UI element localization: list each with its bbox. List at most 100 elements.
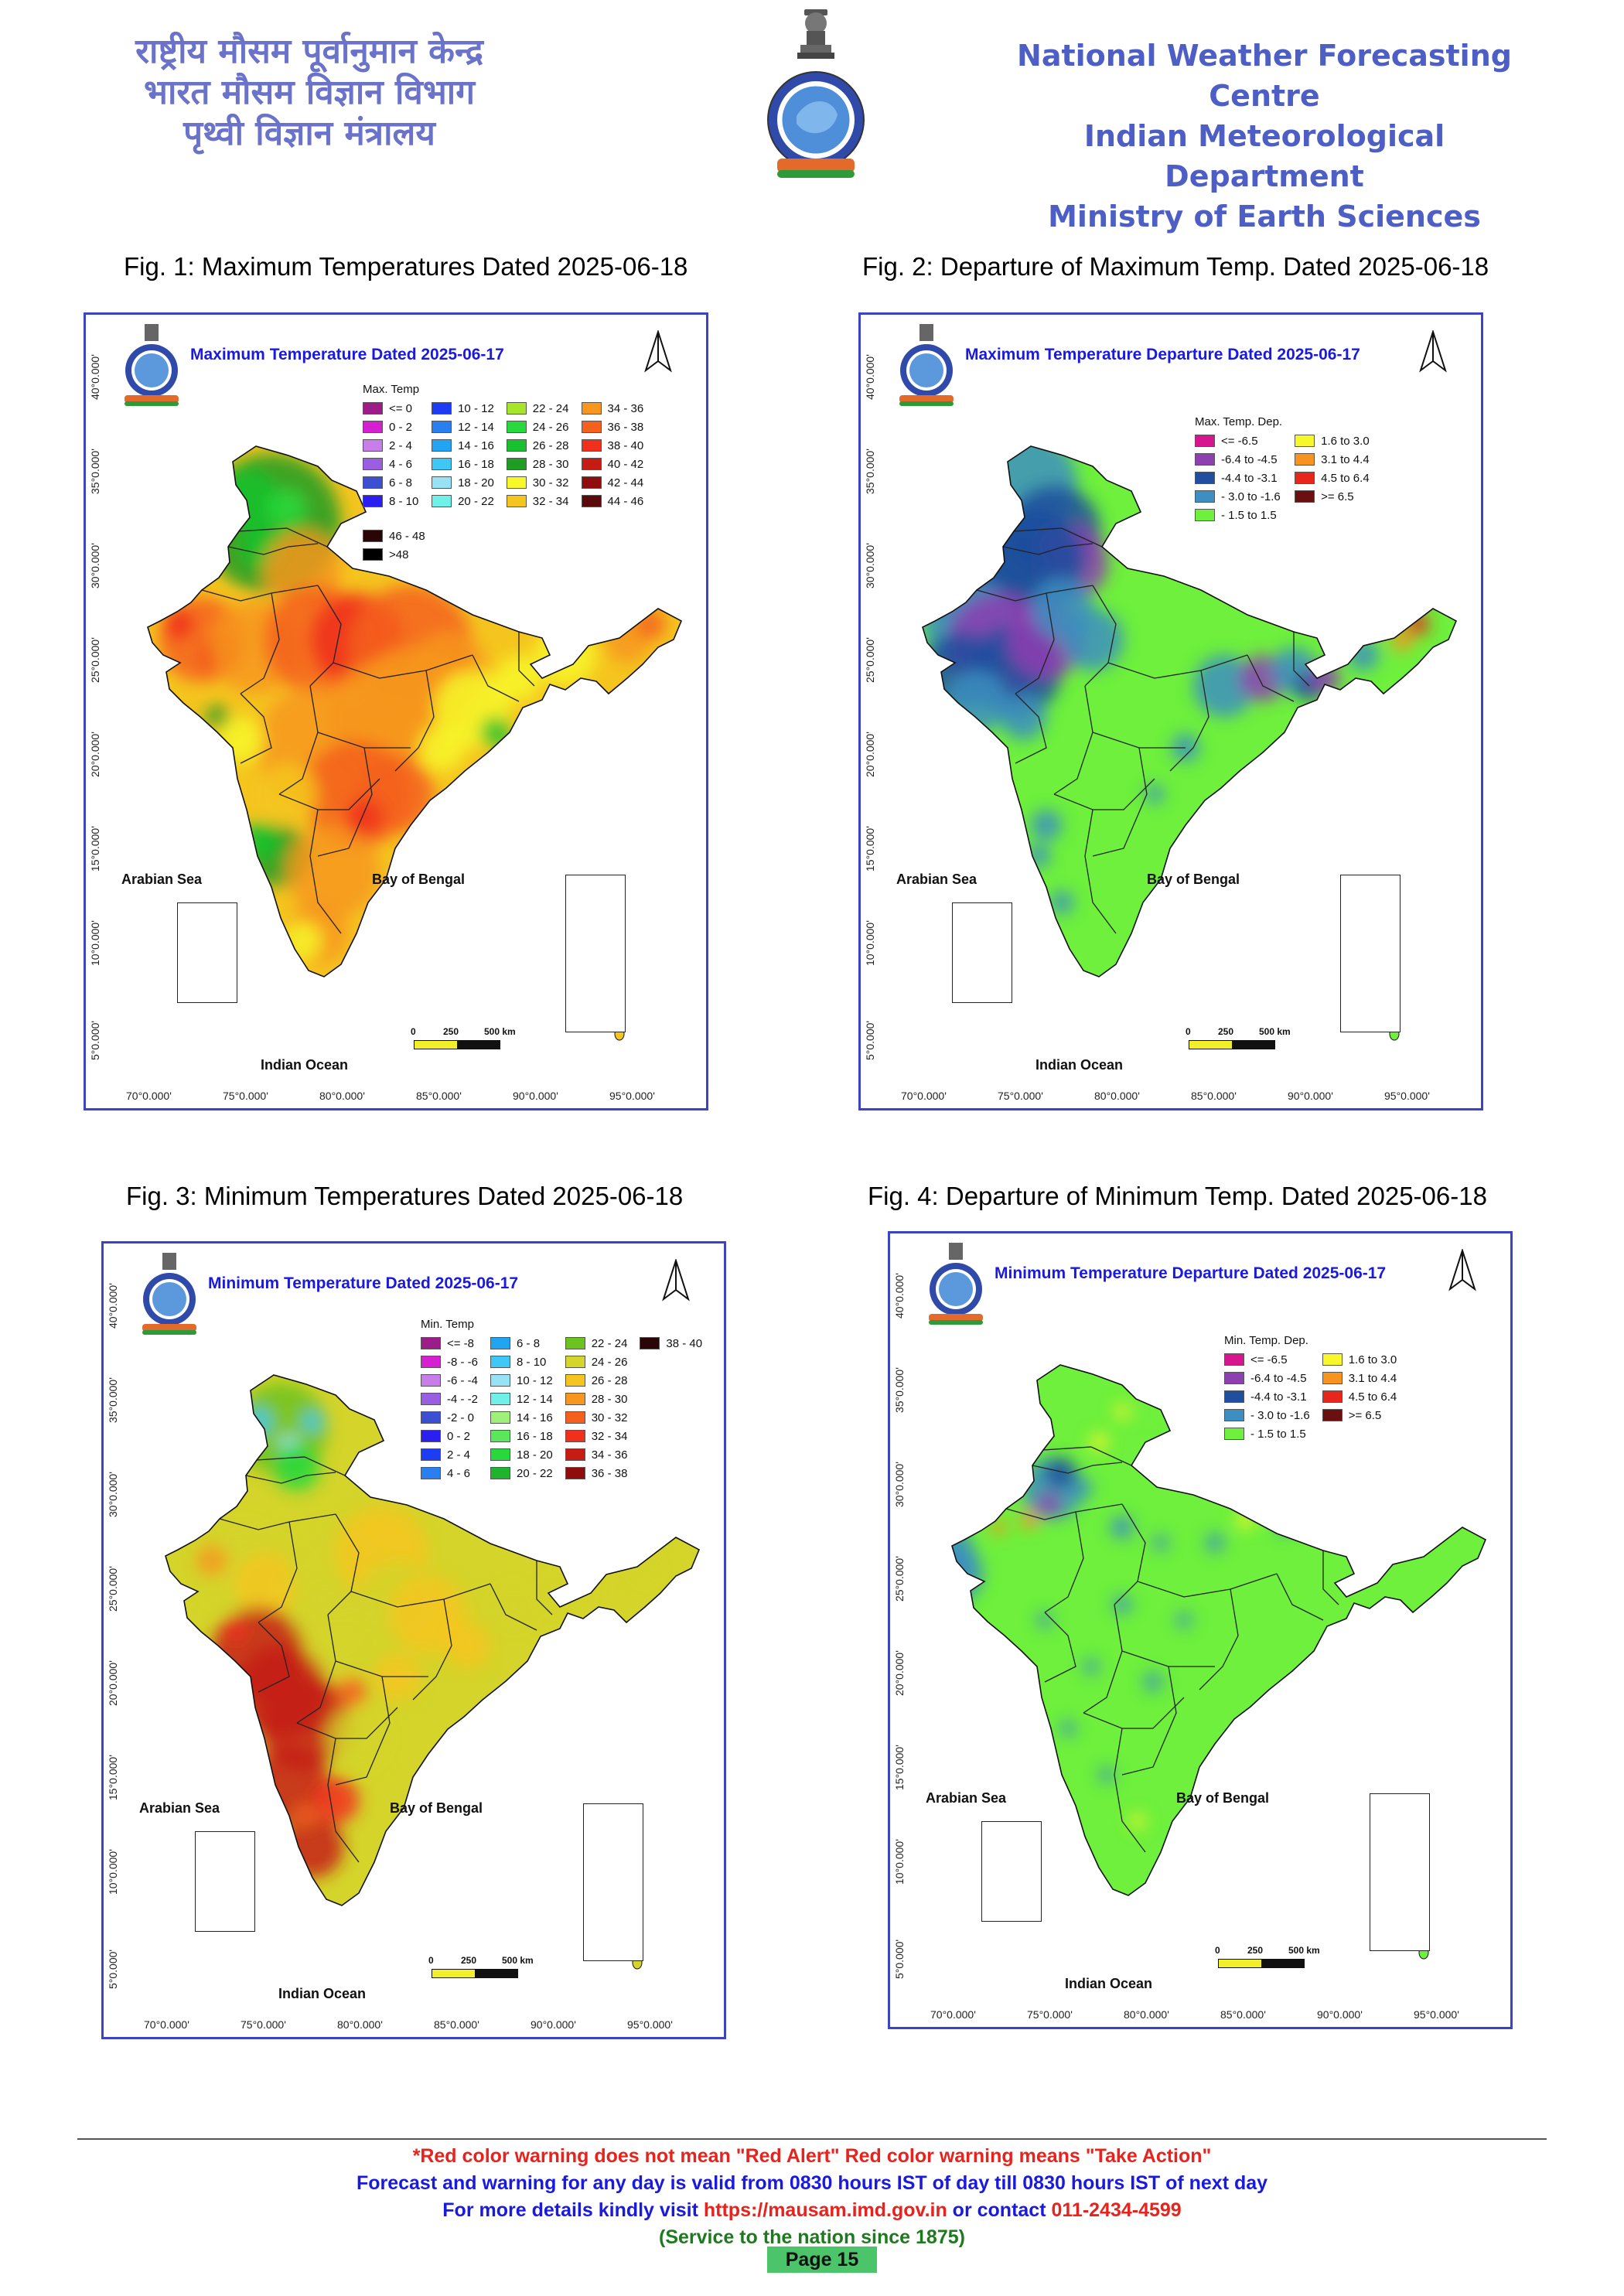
contour-blob bbox=[1111, 1516, 1134, 1539]
legend-swatch bbox=[421, 1448, 441, 1461]
contour-blob bbox=[1074, 1479, 1093, 1498]
map-svg bbox=[147, 445, 683, 1041]
state-boundary bbox=[219, 1513, 336, 1530]
legend-swatch bbox=[363, 421, 383, 433]
map-title: Minimum Temperature Departure Dated 2025… bbox=[995, 1264, 1387, 1282]
state-boundary bbox=[317, 747, 373, 857]
legend-item: - 1.5 to 1.5 bbox=[1195, 506, 1282, 524]
legend-item: 1.6 to 3.0 bbox=[1295, 432, 1370, 450]
legend-item: 14 - 16 bbox=[432, 436, 494, 455]
footer-website-link[interactable]: https://mausam.imd.gov.in bbox=[703, 2199, 947, 2221]
contour-blob bbox=[312, 1777, 359, 1823]
legend-item: 16 - 18 bbox=[490, 1427, 553, 1445]
legend-label: 34 - 36 bbox=[591, 1448, 628, 1462]
contour-blob bbox=[1031, 810, 1062, 841]
legend-label: 12 - 14 bbox=[517, 1392, 553, 1406]
imd-emblem-logo bbox=[762, 0, 870, 186]
state-boundary bbox=[1199, 1588, 1239, 1690]
legend-label: 4 - 6 bbox=[447, 1466, 471, 1480]
legend-item: 28 - 30 bbox=[565, 1390, 627, 1408]
bay-of-bengal-label: Bay of Bengal bbox=[1176, 1790, 1270, 1806]
legend-item: 6 - 8 bbox=[363, 473, 419, 492]
contour-blob bbox=[1153, 1535, 1169, 1551]
legend-item: 4 - 6 bbox=[363, 455, 419, 473]
legend-column: 34 - 36 36 - 38 38 - 40 40 - 42 42 - 44 44 - … bbox=[581, 383, 643, 510]
indian-ocean-label: Indian Ocean bbox=[261, 1057, 349, 1073]
legend-column: 10 - 12 12 - 14 14 - 16 16 - 18 18 - 20 20 - … bbox=[432, 383, 494, 510]
india-outline bbox=[165, 1374, 701, 1906]
state-boundary bbox=[240, 693, 272, 764]
scale-label: 500 km bbox=[1288, 1945, 1320, 1956]
contour-blob bbox=[418, 725, 465, 771]
legend-label: -8 - -6 bbox=[447, 1355, 479, 1369]
latitude-label: 35°0.000' bbox=[107, 1377, 119, 1423]
state-boundary bbox=[327, 1513, 360, 1615]
legend-item: <= -8 bbox=[421, 1334, 478, 1353]
legend-swatch bbox=[421, 1374, 441, 1387]
contour-blob bbox=[1277, 1520, 1292, 1535]
legend-swatch bbox=[490, 1411, 511, 1424]
scale-bar: 0 250 500 km bbox=[1186, 1026, 1291, 1057]
state-boundary bbox=[1053, 685, 1093, 795]
contour-blob bbox=[1037, 1493, 1060, 1516]
footer-service-note: (Service to the nation since 1875) bbox=[659, 2226, 965, 2248]
longitude-label: 85°0.000' bbox=[1191, 1090, 1237, 1102]
lakshadweep-inset bbox=[195, 1831, 255, 1932]
latitude-label: 5°0.000' bbox=[864, 1020, 876, 1060]
latitude-label: 15°0.000' bbox=[893, 1745, 906, 1790]
latitude-label: 15°0.000' bbox=[864, 826, 876, 872]
legend-label: 2 - 4 bbox=[389, 438, 413, 452]
legend-label: <= -8 bbox=[447, 1336, 475, 1350]
contour-blob bbox=[991, 1520, 1006, 1535]
contour-blob bbox=[294, 1805, 316, 1827]
legend-item: - 3.0 to -1.6 bbox=[1224, 1406, 1310, 1424]
contour-blob bbox=[1176, 1612, 1192, 1628]
legend-label: 16 - 18 bbox=[517, 1429, 553, 1443]
legend-item: >48 bbox=[363, 545, 425, 564]
contour-blob bbox=[1193, 655, 1255, 717]
legend-item: -4 - -2 bbox=[421, 1390, 478, 1408]
legend-label: -4 - -2 bbox=[447, 1392, 479, 1406]
latitude-label: 40°0.000' bbox=[893, 1273, 906, 1319]
legend-item: 26 - 28 bbox=[565, 1371, 627, 1390]
contour-blob bbox=[1062, 609, 1124, 670]
contour-blob bbox=[1206, 1534, 1224, 1552]
legend-swatch bbox=[565, 1467, 585, 1479]
legend-swatch bbox=[1322, 1353, 1343, 1366]
legend-label: -6 - -4 bbox=[447, 1373, 479, 1387]
legend-item: 8 - 10 bbox=[490, 1353, 553, 1371]
contour-blob bbox=[345, 798, 384, 837]
legend-item: <= -6.5 bbox=[1195, 432, 1282, 450]
legend-spacer bbox=[363, 510, 425, 524]
legend-label: 46 - 48 bbox=[389, 529, 425, 543]
contour-blob bbox=[283, 922, 322, 960]
longitude-label: 75°0.000' bbox=[1027, 2008, 1073, 2021]
legend-item: 34 - 36 bbox=[581, 399, 643, 418]
legend-label: 30 - 32 bbox=[532, 476, 569, 490]
map-legend: Max. Temp. Dep. <= -6.5 -6.4 to -4.5 -4.4 t… bbox=[1195, 415, 1382, 524]
legend-label: 30 - 32 bbox=[591, 1411, 628, 1424]
legend-swatch bbox=[565, 1337, 585, 1349]
contour-blob bbox=[1045, 1458, 1076, 1489]
legend-swatch bbox=[1195, 509, 1215, 521]
legend-item: -6 - -4 bbox=[421, 1371, 478, 1390]
legend-swatch bbox=[490, 1430, 511, 1442]
state-boundary bbox=[1084, 585, 1117, 687]
state-boundary bbox=[1121, 1666, 1177, 1776]
legend-item: 14 - 16 bbox=[490, 1408, 553, 1427]
longitude-label: 85°0.000' bbox=[434, 2018, 479, 2031]
lakshadweep-inset bbox=[952, 902, 1012, 1003]
legend-label: <= 0 bbox=[389, 401, 413, 415]
legend-label: 18 - 20 bbox=[458, 476, 494, 490]
legend-item: 10 - 12 bbox=[432, 399, 494, 418]
legend-swatch bbox=[421, 1337, 441, 1349]
legend-label: 4.5 to 6.4 bbox=[1348, 1390, 1397, 1404]
legend-spacer bbox=[640, 1318, 702, 1331]
legend-swatch bbox=[421, 1430, 441, 1442]
map-title: Maximum Temperature Dated 2025-06-17 bbox=[190, 346, 504, 363]
contour-blob bbox=[1144, 1673, 1162, 1691]
state-boundary bbox=[278, 685, 319, 795]
footer-divider bbox=[77, 2138, 1547, 2140]
latitude-label: 40°0.000' bbox=[864, 354, 876, 400]
latitude-label: 30°0.000' bbox=[893, 1462, 906, 1507]
